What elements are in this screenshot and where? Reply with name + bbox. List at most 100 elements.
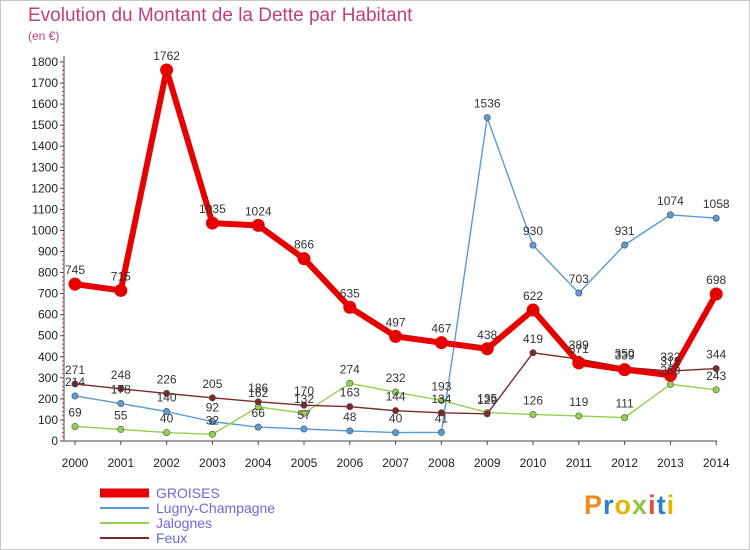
series-3-label-2010: 419: [523, 332, 543, 346]
logo-letter-3: o: [614, 490, 633, 520]
series-2-point-2013: [666, 380, 674, 388]
series-0-label-2012: 339: [615, 349, 635, 363]
x-tick-label-2006: 2006: [336, 456, 363, 470]
series-3-label-2012: 350: [615, 346, 635, 360]
series-0-label-2003: 1035: [199, 202, 226, 216]
series-3-label-2008: 134: [431, 392, 451, 406]
series-1-label-2012: 931: [615, 224, 635, 238]
y-tick-label-200: 200: [38, 392, 58, 406]
series-2-label-2005: 132: [294, 392, 314, 406]
series-2-label-2011: 119: [569, 395, 588, 409]
series-3-point-2007: [392, 407, 400, 415]
series-3-point-2009: [483, 410, 491, 418]
series-1-label-2011: 703: [569, 272, 589, 286]
series-3-label-2001: 248: [111, 368, 131, 382]
series-2-label-2006: 274: [340, 362, 360, 376]
series-3-point-2003: [208, 394, 216, 402]
y-tick-label-700: 700: [38, 287, 58, 301]
series-1-point-2007: [392, 429, 400, 437]
series-0-label-2005: 866: [294, 238, 314, 252]
series-3-point-2002: [163, 389, 171, 397]
series-0-point-2010: [526, 303, 540, 317]
series-0-point-2008: [434, 336, 448, 350]
series-1-label-2004: 66: [252, 406, 266, 420]
y-tick-label-1500: 1500: [31, 118, 58, 132]
series-2-label-2010: 126: [523, 393, 543, 407]
series-3-point-2010: [529, 349, 537, 357]
series-2-label-2013: 269: [660, 363, 680, 377]
series-0-point-2002: [160, 63, 174, 77]
series-1-point-2012: [621, 241, 629, 249]
series-3-label-2007: 144: [386, 390, 406, 404]
series-1-point-2014: [712, 214, 720, 222]
series-0-label-2004: 1024: [245, 204, 272, 218]
series-2-label-2014: 243: [706, 369, 726, 383]
x-tick-label-2014: 2014: [703, 456, 730, 470]
x-tick-label-2005: 2005: [291, 456, 318, 470]
y-tick-label-400: 400: [38, 350, 58, 364]
x-tick-label-2000: 2000: [62, 456, 89, 470]
series-3-point-2008: [437, 409, 445, 417]
series-3-label-2014: 344: [706, 348, 726, 362]
series-2-point-2006: [346, 379, 354, 387]
series-3-label-2013: 332: [660, 350, 680, 364]
series-0-point-2014: [709, 287, 723, 301]
series-1-point-2005: [300, 425, 308, 433]
series-1-label-2010: 930: [523, 224, 543, 238]
series-1-label-2014: 1058: [703, 197, 730, 211]
series-2-point-2000: [71, 422, 79, 430]
series-0-point-2013: [663, 368, 677, 382]
series-2-point-2012: [621, 414, 629, 422]
series-0-point-2003: [205, 216, 219, 230]
y-tick-label-1600: 1600: [31, 97, 58, 111]
x-tick-label-2011: 2011: [566, 456, 592, 470]
series-1-label-2005: 57: [297, 408, 311, 422]
series-1-point-2003: [208, 418, 216, 426]
series-2-label-2007: 232: [386, 371, 406, 385]
y-tick-label-500: 500: [38, 329, 58, 343]
series-2-point-2003: [208, 430, 216, 438]
series-2-label-2004: 162: [248, 386, 268, 400]
series-3-label-2000: 271: [65, 363, 85, 377]
series-0-label-2001: 715: [111, 269, 131, 283]
series-1-label-2000: 214: [65, 375, 85, 389]
y-tick-label-0: 0: [51, 434, 58, 448]
series-1-label-2008: 41: [435, 411, 449, 425]
x-tick-label-2004: 2004: [245, 456, 272, 470]
logo-letter-7: i: [666, 490, 676, 520]
x-tick-label-2012: 2012: [611, 456, 638, 470]
series-1-point-2000: [71, 392, 79, 400]
series-0-point-2001: [114, 283, 128, 297]
series-2-label-2008: 193: [431, 379, 451, 393]
series-3-label-2011: 389: [569, 338, 589, 352]
series-0-label-2009: 438: [477, 328, 497, 342]
legend-label-0: GROISES: [156, 485, 220, 501]
y-tick-label-1700: 1700: [31, 76, 58, 90]
series-1-point-2002: [163, 408, 171, 416]
chart-title: Evolution du Montant de la Dette par Hab…: [28, 5, 413, 26]
x-tick-label-2008: 2008: [428, 456, 455, 470]
y-tick-label-1000: 1000: [31, 223, 58, 237]
series-2-label-2001: 55: [114, 408, 128, 422]
legend-label-1: Lugny-Champagne: [156, 500, 275, 516]
series-2-point-2001: [117, 425, 125, 433]
series-2-label-2009: 135: [477, 392, 497, 406]
series-1-point-2008: [437, 428, 445, 436]
x-tick-label-2010: 2010: [520, 456, 547, 470]
series-0-point-2011: [572, 356, 586, 370]
x-tick-label-2013: 2013: [657, 456, 684, 470]
legend-label-3: Feux: [156, 530, 187, 546]
series-2-point-2010: [529, 410, 537, 418]
logo-letter-1: P: [584, 490, 604, 520]
series-3-point-2006: [346, 403, 354, 411]
series-0-point-2005: [297, 252, 311, 266]
series-3-point-2014: [712, 365, 720, 373]
series-3-point-2001: [117, 385, 125, 393]
series-3-label-2005: 170: [294, 384, 314, 398]
series-0-label-2000: 745: [65, 263, 85, 277]
series-0-label-2014: 698: [706, 273, 726, 287]
x-tick-label-2003: 2003: [199, 456, 226, 470]
series-1-label-2003: 92: [206, 401, 220, 415]
series-1-label-2013: 1074: [657, 194, 684, 208]
logo-letter-2: r: [603, 490, 615, 520]
